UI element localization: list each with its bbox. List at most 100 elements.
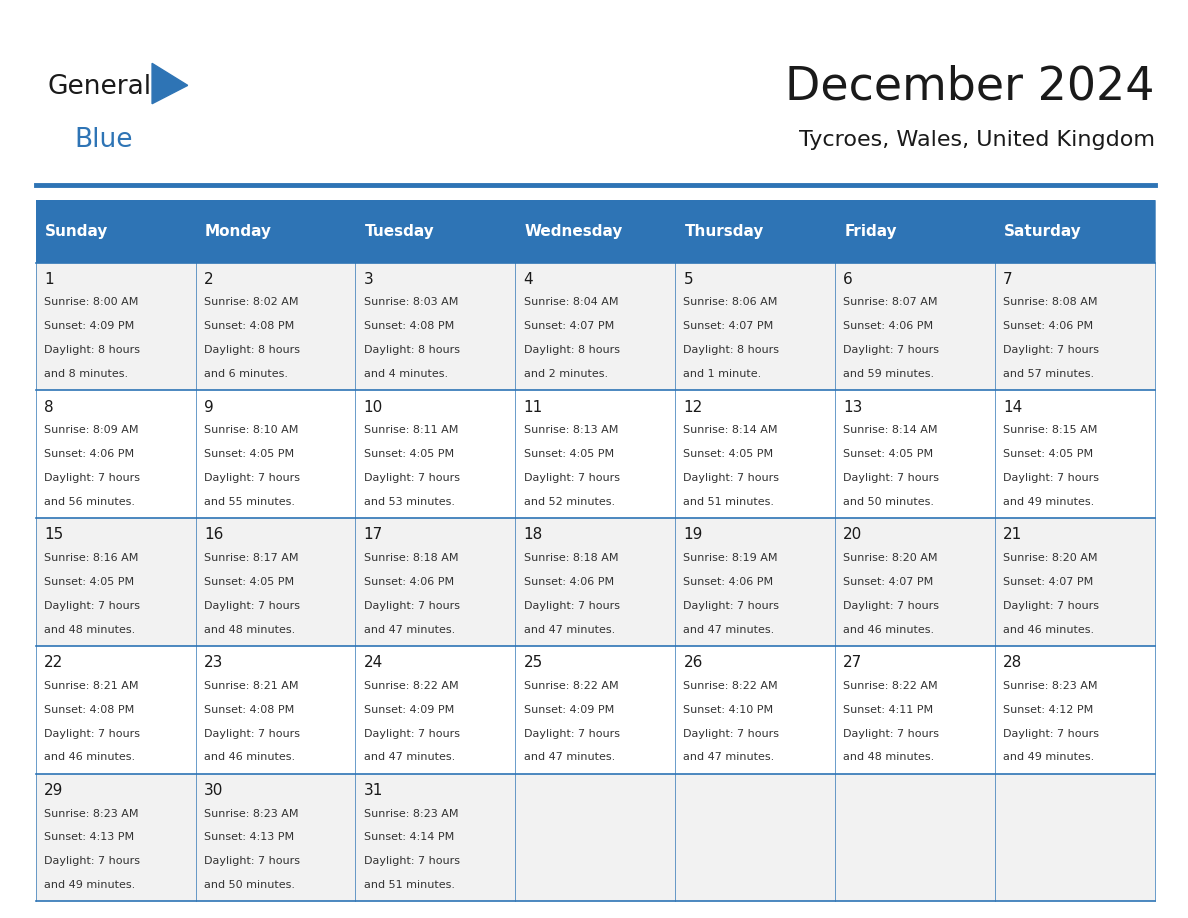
Text: and 55 minutes.: and 55 minutes.	[204, 497, 295, 507]
Text: Sunset: 4:08 PM: Sunset: 4:08 PM	[364, 321, 454, 331]
Bar	[994, 518, 1155, 646]
Text: Daylight: 7 hours: Daylight: 7 hours	[204, 856, 299, 867]
Text: Sunday: Sunday	[45, 224, 108, 239]
Text: 29: 29	[44, 783, 63, 798]
Text: Friday: Friday	[845, 224, 897, 239]
Text: Daylight: 7 hours: Daylight: 7 hours	[683, 729, 779, 738]
Text: Sunrise: 8:23 AM: Sunrise: 8:23 AM	[204, 809, 298, 819]
Text: 14: 14	[1003, 399, 1023, 415]
Text: Daylight: 7 hours: Daylight: 7 hours	[44, 600, 140, 610]
Text: and 49 minutes.: and 49 minutes.	[1003, 753, 1094, 762]
Text: Daylight: 7 hours: Daylight: 7 hours	[364, 729, 460, 738]
Polygon shape	[152, 63, 188, 104]
Text: 27: 27	[843, 655, 862, 670]
Text: Sunset: 4:13 PM: Sunset: 4:13 PM	[44, 833, 134, 843]
Text: Daylight: 8 hours: Daylight: 8 hours	[44, 345, 140, 355]
Text: Sunset: 4:06 PM: Sunset: 4:06 PM	[364, 577, 454, 587]
Text: and 46 minutes.: and 46 minutes.	[204, 753, 295, 762]
Text: Sunrise: 8:22 AM: Sunrise: 8:22 AM	[843, 681, 939, 690]
Bar	[36, 774, 196, 901]
Bar	[675, 646, 835, 774]
Text: 17: 17	[364, 527, 383, 543]
Text: Sunrise: 8:22 AM: Sunrise: 8:22 AM	[524, 681, 618, 690]
Text: Sunrise: 8:20 AM: Sunrise: 8:20 AM	[843, 553, 937, 563]
Bar	[835, 646, 994, 774]
Text: 20: 20	[843, 527, 862, 543]
Text: Sunrise: 8:06 AM: Sunrise: 8:06 AM	[683, 297, 778, 308]
Text: and 47 minutes.: and 47 minutes.	[524, 624, 615, 634]
Text: and 50 minutes.: and 50 minutes.	[843, 497, 934, 507]
Text: 4: 4	[524, 272, 533, 286]
Text: Daylight: 7 hours: Daylight: 7 hours	[364, 600, 460, 610]
Text: Sunset: 4:08 PM: Sunset: 4:08 PM	[44, 705, 134, 714]
Text: Sunset: 4:05 PM: Sunset: 4:05 PM	[364, 449, 454, 459]
Text: December 2024: December 2024	[785, 64, 1155, 110]
Text: Daylight: 7 hours: Daylight: 7 hours	[204, 600, 299, 610]
Text: 30: 30	[204, 783, 223, 798]
Text: Sunset: 4:06 PM: Sunset: 4:06 PM	[1003, 321, 1093, 331]
Bar	[516, 774, 675, 901]
Text: and 47 minutes.: and 47 minutes.	[364, 624, 455, 634]
Text: Daylight: 7 hours: Daylight: 7 hours	[524, 729, 620, 738]
Bar	[516, 518, 675, 646]
Text: Sunset: 4:05 PM: Sunset: 4:05 PM	[44, 577, 134, 587]
Bar	[675, 390, 835, 518]
Text: 18: 18	[524, 527, 543, 543]
Text: Sunrise: 8:23 AM: Sunrise: 8:23 AM	[44, 809, 139, 819]
Text: Monday: Monday	[206, 224, 272, 239]
Text: Daylight: 7 hours: Daylight: 7 hours	[204, 729, 299, 738]
Bar	[36, 263, 196, 390]
Text: Sunset: 4:07 PM: Sunset: 4:07 PM	[683, 321, 773, 331]
Text: Daylight: 7 hours: Daylight: 7 hours	[1003, 345, 1099, 355]
Text: Daylight: 7 hours: Daylight: 7 hours	[843, 600, 940, 610]
Text: 23: 23	[204, 655, 223, 670]
Bar	[196, 390, 355, 518]
Text: and 47 minutes.: and 47 minutes.	[683, 753, 775, 762]
Text: and 1 minute.: and 1 minute.	[683, 369, 762, 379]
Text: Daylight: 7 hours: Daylight: 7 hours	[843, 345, 940, 355]
Bar	[196, 518, 355, 646]
Text: Daylight: 7 hours: Daylight: 7 hours	[364, 473, 460, 483]
Text: Sunset: 4:08 PM: Sunset: 4:08 PM	[204, 705, 295, 714]
Text: 21: 21	[1003, 527, 1023, 543]
Text: Sunrise: 8:04 AM: Sunrise: 8:04 AM	[524, 297, 618, 308]
Bar	[355, 390, 516, 518]
Text: and 49 minutes.: and 49 minutes.	[1003, 497, 1094, 507]
Text: Sunset: 4:06 PM: Sunset: 4:06 PM	[524, 577, 614, 587]
Text: Sunset: 4:06 PM: Sunset: 4:06 PM	[44, 449, 134, 459]
Bar	[994, 390, 1155, 518]
Bar	[835, 518, 994, 646]
Text: 15: 15	[44, 527, 63, 543]
Text: and 48 minutes.: and 48 minutes.	[843, 753, 935, 762]
Text: Daylight: 7 hours: Daylight: 7 hours	[683, 600, 779, 610]
Text: Sunrise: 8:15 AM: Sunrise: 8:15 AM	[1003, 425, 1098, 435]
Text: Daylight: 7 hours: Daylight: 7 hours	[1003, 473, 1099, 483]
Text: Daylight: 7 hours: Daylight: 7 hours	[524, 473, 620, 483]
Text: Sunrise: 8:23 AM: Sunrise: 8:23 AM	[364, 809, 459, 819]
Text: Daylight: 7 hours: Daylight: 7 hours	[364, 856, 460, 867]
Text: Sunset: 4:07 PM: Sunset: 4:07 PM	[1003, 577, 1093, 587]
Text: Sunrise: 8:02 AM: Sunrise: 8:02 AM	[204, 297, 298, 308]
Text: Sunset: 4:05 PM: Sunset: 4:05 PM	[843, 449, 934, 459]
Text: Daylight: 8 hours: Daylight: 8 hours	[204, 345, 299, 355]
Text: 19: 19	[683, 527, 703, 543]
Bar	[355, 646, 516, 774]
Bar	[36, 390, 196, 518]
Text: Sunrise: 8:11 AM: Sunrise: 8:11 AM	[364, 425, 459, 435]
Text: 2: 2	[204, 272, 214, 286]
Text: Sunset: 4:05 PM: Sunset: 4:05 PM	[1003, 449, 1093, 459]
Text: Daylight: 7 hours: Daylight: 7 hours	[843, 729, 940, 738]
Text: Thursday: Thursday	[684, 224, 764, 239]
Text: and 6 minutes.: and 6 minutes.	[204, 369, 287, 379]
Text: Sunrise: 8:22 AM: Sunrise: 8:22 AM	[683, 681, 778, 690]
Text: Sunset: 4:12 PM: Sunset: 4:12 PM	[1003, 705, 1093, 714]
Text: Sunrise: 8:07 AM: Sunrise: 8:07 AM	[843, 297, 937, 308]
Text: Sunrise: 8:00 AM: Sunrise: 8:00 AM	[44, 297, 138, 308]
Text: Sunset: 4:09 PM: Sunset: 4:09 PM	[44, 321, 134, 331]
Text: and 4 minutes.: and 4 minutes.	[364, 369, 448, 379]
Bar	[516, 263, 675, 390]
Text: and 47 minutes.: and 47 minutes.	[364, 753, 455, 762]
Bar	[36, 518, 196, 646]
Text: Sunset: 4:14 PM: Sunset: 4:14 PM	[364, 833, 454, 843]
Text: Sunrise: 8:14 AM: Sunrise: 8:14 AM	[843, 425, 937, 435]
